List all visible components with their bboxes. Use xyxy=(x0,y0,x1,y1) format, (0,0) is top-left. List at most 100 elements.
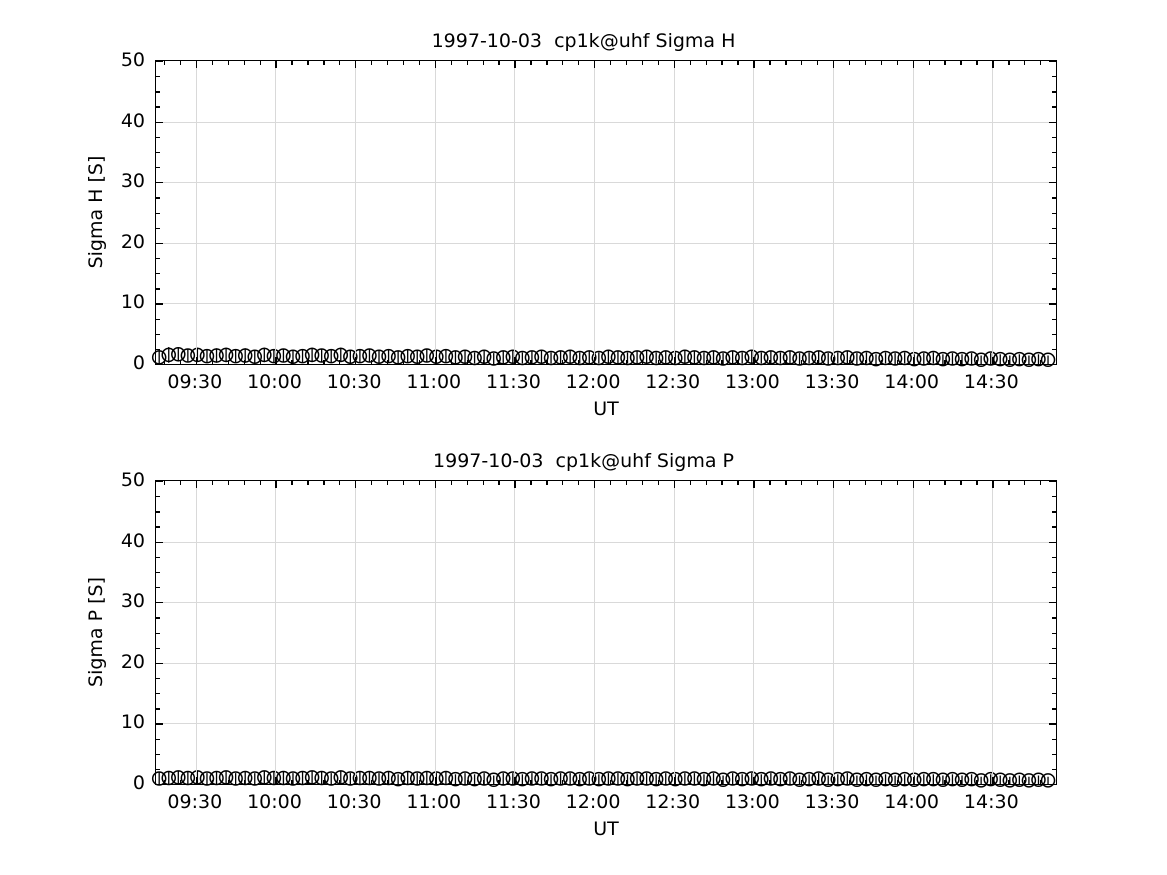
ytick-label: 10 xyxy=(120,711,145,734)
data-point-marker xyxy=(1002,352,1018,368)
tick-x-bottom xyxy=(673,777,675,784)
tick-x-top-minor xyxy=(689,481,691,485)
tick-x-top-minor xyxy=(721,61,723,65)
tick-x-top-minor xyxy=(227,481,229,485)
ytick-label: 20 xyxy=(120,650,145,673)
tick-y-right-minor xyxy=(1052,496,1056,498)
tick-y-right xyxy=(1049,723,1056,725)
tick-x-bottom-minor xyxy=(259,780,261,784)
tick-x-bottom-minor xyxy=(466,780,468,784)
tick-x-bottom-minor xyxy=(371,360,373,364)
data-point-marker xyxy=(572,350,587,366)
gridline-vertical xyxy=(832,481,834,784)
data-point-marker xyxy=(333,770,349,785)
tick-y-left xyxy=(156,182,163,184)
data-point-marker xyxy=(1031,772,1046,788)
tick-x-bottom-minor xyxy=(785,360,787,364)
tick-x-top-minor xyxy=(307,61,309,65)
tick-y-right-minor xyxy=(1052,587,1056,589)
tick-x-bottom-minor xyxy=(179,780,182,784)
tick-x-top xyxy=(195,481,198,488)
tick-x-bottom-minor xyxy=(817,360,819,364)
tick-x-top-minor xyxy=(243,61,245,65)
tick-y-left-minor xyxy=(156,753,160,755)
tick-x-top-minor xyxy=(163,481,166,485)
tick-x-bottom xyxy=(594,777,596,784)
tick-x-top-minor xyxy=(371,481,373,485)
tick-x-bottom-minor xyxy=(944,780,946,784)
data-point-marker xyxy=(849,351,865,366)
data-point-marker xyxy=(763,771,779,786)
gridline-vertical xyxy=(195,61,197,364)
tick-y-right-minor xyxy=(1052,708,1056,710)
tick-y-right-minor xyxy=(1052,738,1056,740)
data-point-marker xyxy=(409,349,425,364)
data-point-marker xyxy=(811,350,826,365)
tick-x-top-minor xyxy=(466,61,468,65)
gridline-vertical xyxy=(594,481,596,784)
tick-y-right xyxy=(1049,121,1056,123)
tick-x-top xyxy=(275,61,277,68)
gridline-horizontal xyxy=(156,541,1056,543)
tick-y-left-minor xyxy=(156,212,160,214)
xaxis-label-sigma-h: UT xyxy=(593,398,619,420)
data-point-marker xyxy=(190,770,205,785)
data-point-marker xyxy=(171,347,186,362)
xtick-label: 14:00 xyxy=(884,791,940,813)
data-point-marker xyxy=(476,771,492,786)
tick-x-top-minor xyxy=(546,481,548,485)
tick-y-right-minor xyxy=(1052,348,1056,351)
tick-x-top-minor xyxy=(1056,481,1058,485)
tick-x-bottom xyxy=(275,357,277,364)
tick-y-left xyxy=(156,723,163,725)
tick-y-left-minor xyxy=(156,708,160,710)
data-point-marker xyxy=(180,348,196,363)
data-point-marker xyxy=(887,772,903,788)
data-point-marker xyxy=(897,771,912,787)
data-point-marker xyxy=(801,771,817,787)
data-point-marker xyxy=(371,771,387,786)
gridline-vertical xyxy=(992,481,994,784)
gridline-vertical xyxy=(912,481,914,784)
xtick-label: 11:00 xyxy=(406,371,462,393)
gridline-vertical xyxy=(514,481,516,784)
data-point-marker xyxy=(266,348,282,364)
tick-x-bottom-minor xyxy=(944,360,946,364)
tick-x-top xyxy=(912,61,914,68)
tick-x-bottom-minor xyxy=(466,360,468,364)
data-point-marker xyxy=(515,771,530,787)
gridline-vertical xyxy=(434,61,436,364)
tick-x-bottom-minor xyxy=(546,360,548,364)
data-point-marker xyxy=(983,771,998,787)
data-point-marker xyxy=(954,772,970,788)
tick-x-bottom-minor xyxy=(609,780,612,784)
tick-y-right xyxy=(1049,303,1056,305)
data-point-marker xyxy=(333,347,349,363)
tick-x-top-minor xyxy=(944,481,946,485)
panel-sigma-p: 1997-10-03 cp1k@uhf Sigma P 09:30 10:00 10… xyxy=(0,418,1167,875)
tick-y-right-minor xyxy=(1052,91,1056,93)
tick-y-left xyxy=(156,784,163,786)
tick-x-bottom-minor xyxy=(402,780,405,784)
tick-x-top-minor xyxy=(896,61,898,65)
tick-x-top-minor xyxy=(530,61,532,65)
tick-x-bottom-minor xyxy=(848,360,851,364)
tick-x-top-minor xyxy=(402,61,405,65)
tick-x-top-minor xyxy=(641,481,644,485)
tick-x-top-minor xyxy=(482,61,484,65)
data-point-marker xyxy=(935,351,951,367)
tick-y-right-minor xyxy=(1052,632,1056,634)
data-point-marker xyxy=(696,771,712,787)
tick-x-top-minor xyxy=(259,61,261,65)
tick-x-bottom-minor xyxy=(530,360,532,364)
tick-x-bottom-minor xyxy=(291,360,293,364)
ytick-label: 0 xyxy=(132,772,145,794)
ytick-label: 50 xyxy=(120,469,145,491)
data-point-marker xyxy=(524,771,540,786)
data-point-marker xyxy=(840,771,855,786)
tick-y-left-minor xyxy=(156,318,160,320)
data-point-marker xyxy=(572,771,587,787)
data-point-marker xyxy=(648,771,664,787)
data-point-marker xyxy=(276,348,291,363)
data-point-marker xyxy=(610,771,626,786)
